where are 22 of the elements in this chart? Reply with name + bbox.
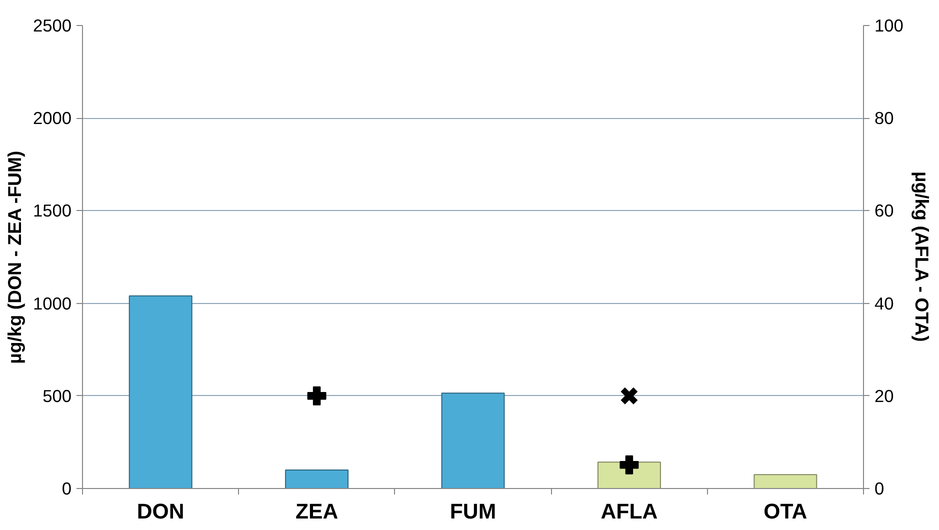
y2-axis-title: µg/kg (AFLA - OTA)	[911, 171, 932, 342]
y2-tick-label: 0	[874, 478, 884, 498]
y2-tick-label: 100	[874, 16, 904, 36]
x-tick-label: OTA	[764, 500, 808, 524]
y-axis-title: µg/kg (DON - ZEA -FUM)	[4, 150, 25, 364]
x-tick-label: FUM	[450, 500, 496, 524]
y2-tick-label: 40	[874, 293, 894, 314]
bar	[285, 469, 349, 488]
x-tick-label: ZEA	[295, 500, 338, 524]
y2-tick-label: 80	[874, 108, 894, 128]
bar	[441, 392, 505, 488]
y-tick-label: 1500	[32, 200, 72, 221]
y-tick-label: 500	[42, 386, 72, 406]
x-tick-label: AFLA	[600, 500, 658, 524]
y-tick-label: 1000	[32, 293, 72, 314]
y-tick-label: 0	[62, 478, 72, 498]
y2-tick-label: 60	[874, 200, 894, 221]
y-tick-label: 2500	[32, 16, 72, 36]
bar	[128, 295, 192, 488]
x-tick-label: DON	[136, 500, 184, 524]
y-tick-label: 2000	[32, 108, 72, 128]
y2-tick-label: 20	[874, 386, 894, 406]
